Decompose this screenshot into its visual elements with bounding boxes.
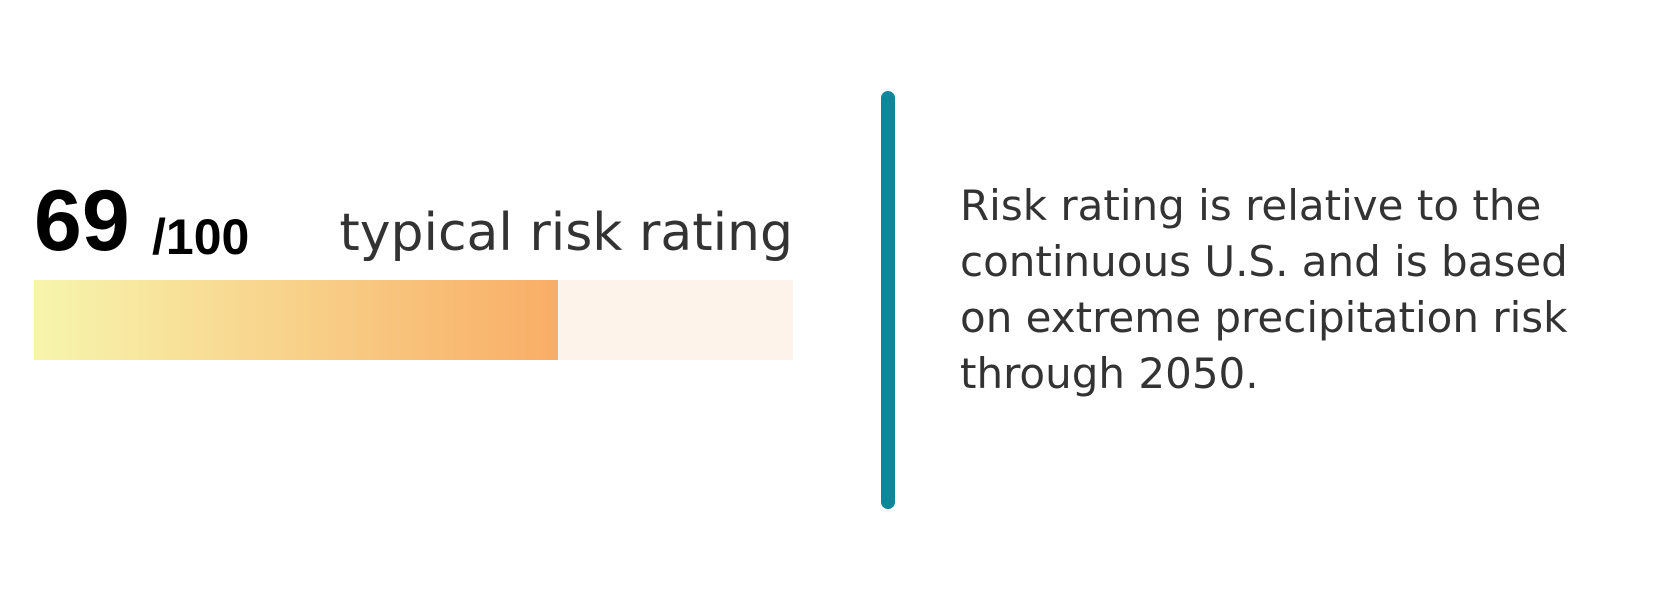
- score-value: 69: [34, 173, 130, 269]
- divider: [881, 91, 895, 509]
- description: Risk rating is relative to the continuous…: [960, 178, 1568, 402]
- description-line: Risk rating is relative to the: [960, 181, 1542, 230]
- description-line: through 2050.: [960, 349, 1259, 398]
- score-caption: typical risk rating: [339, 203, 793, 263]
- score-bar: [34, 280, 558, 360]
- score-track: [34, 280, 793, 360]
- score-max: /100: [152, 209, 250, 265]
- description-line: on extreme precipitation risk: [960, 293, 1568, 342]
- description-line: continuous U.S. and is based: [960, 237, 1568, 286]
